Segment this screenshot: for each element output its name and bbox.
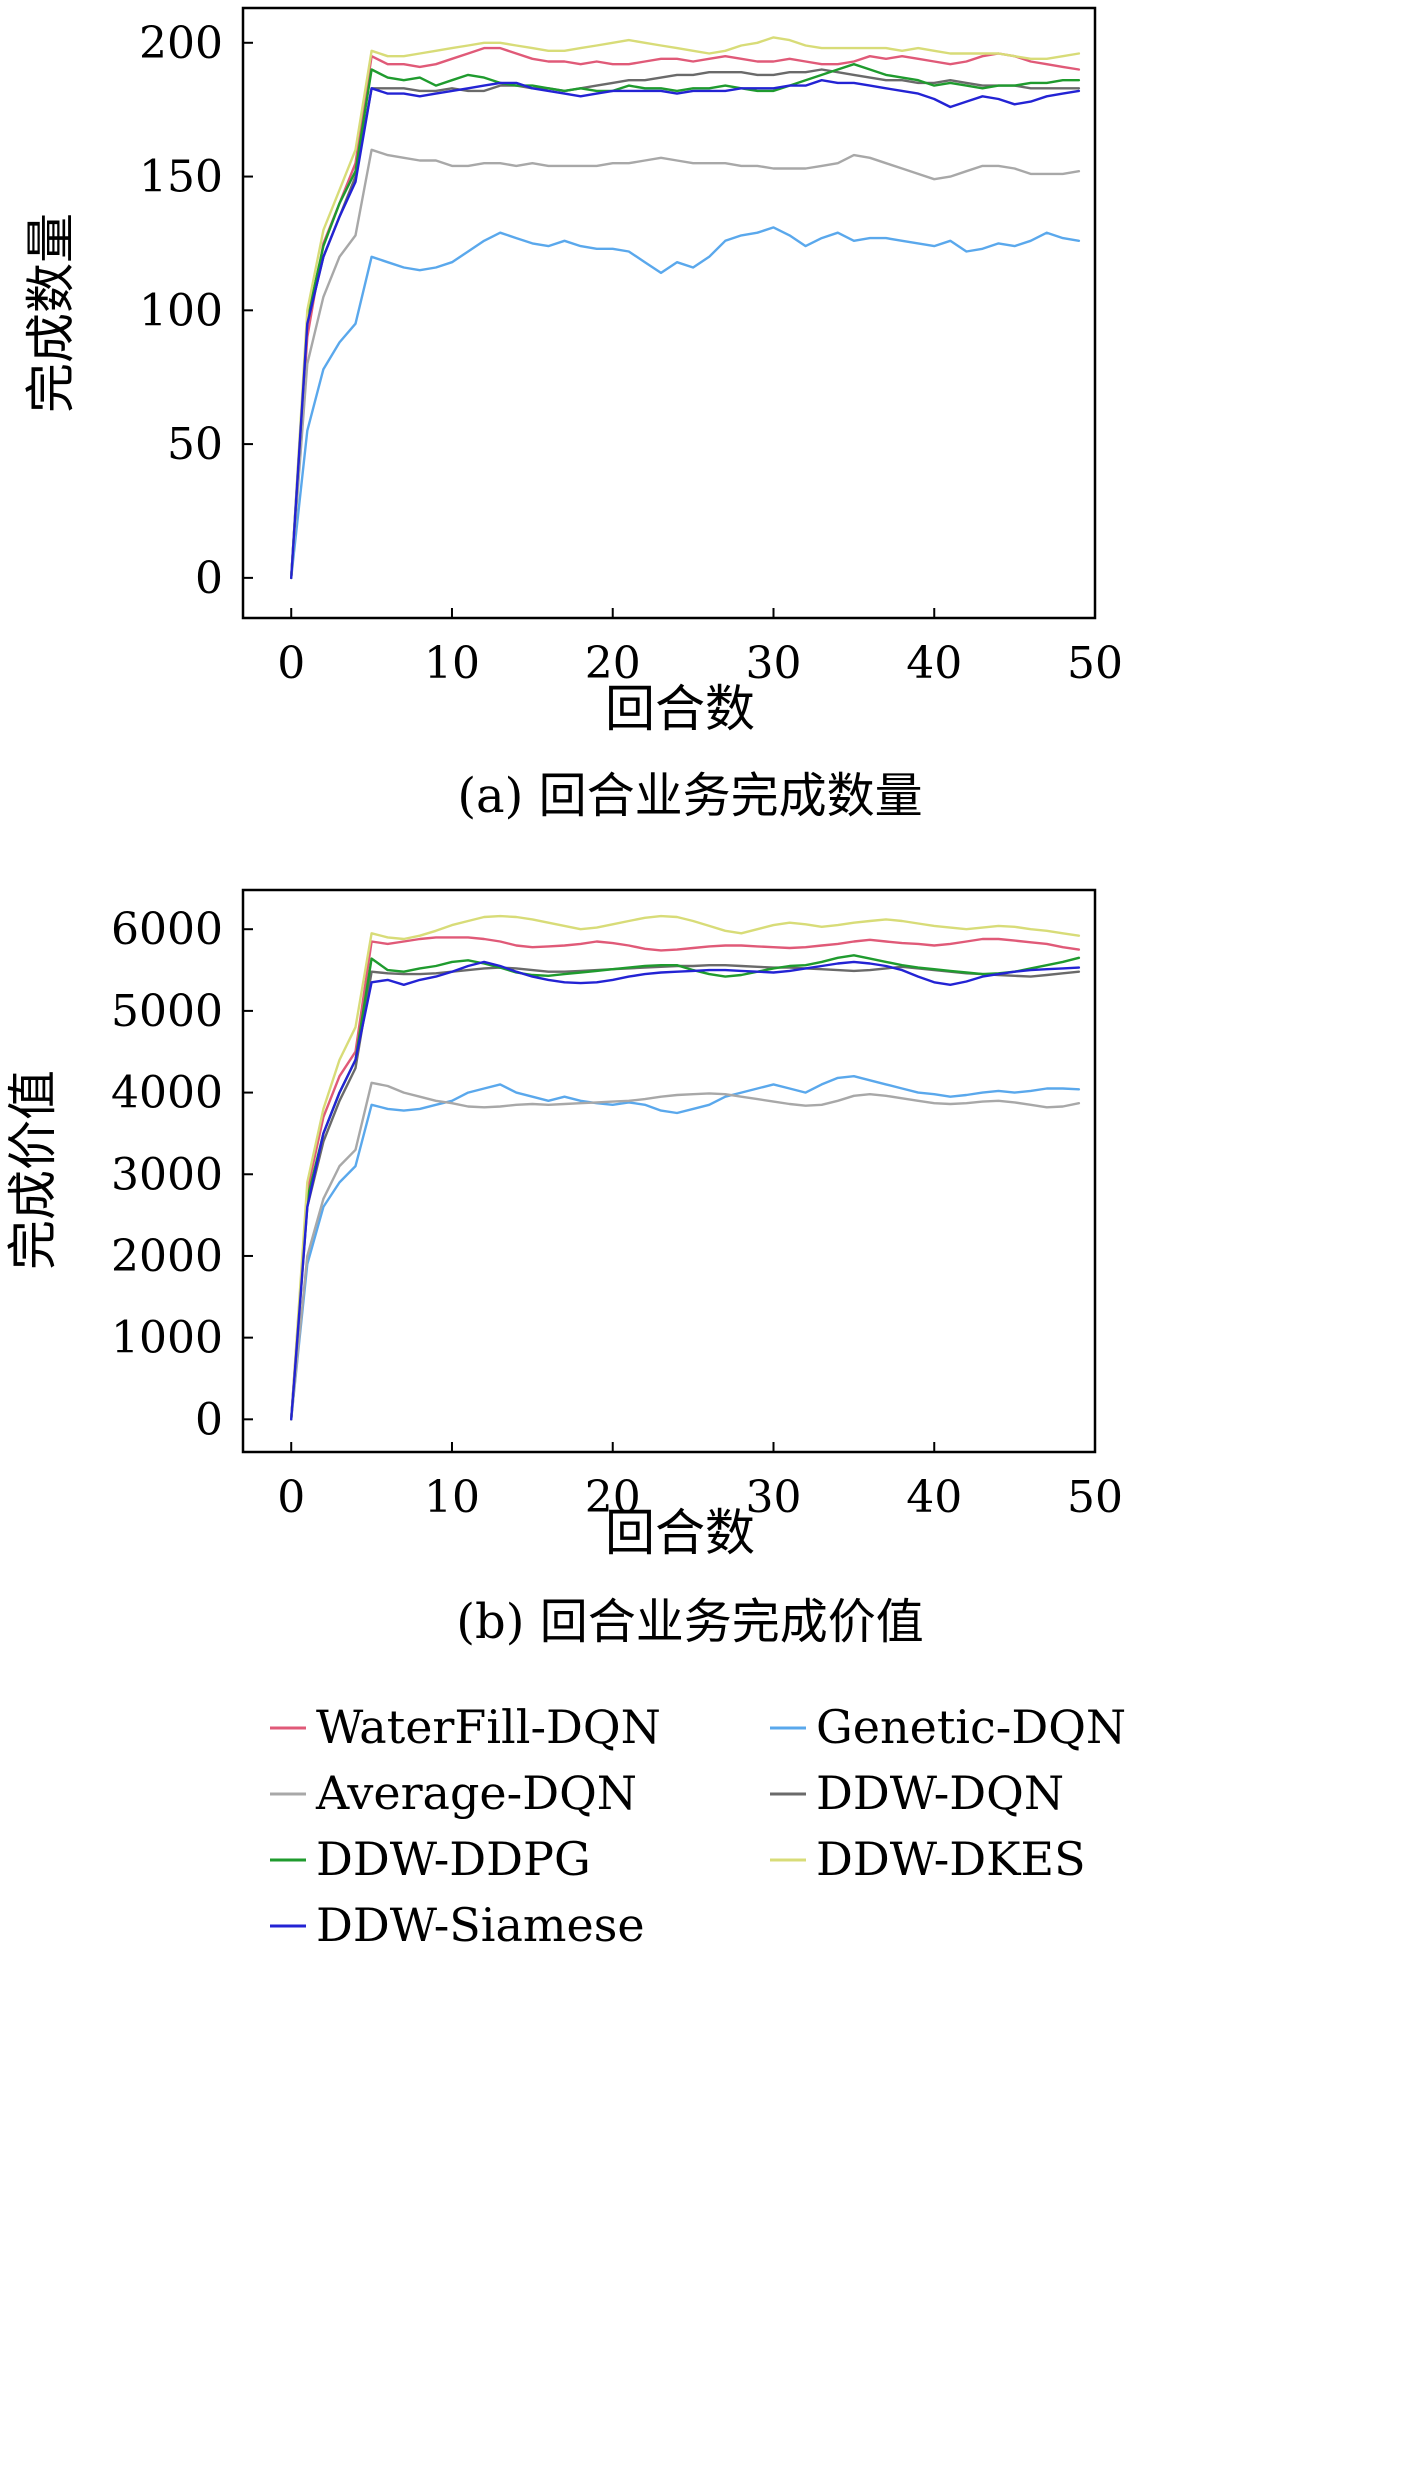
chart-b-x-tick-label: 30: [745, 1472, 801, 1523]
chart-a-xlabel: 回合数: [605, 680, 755, 738]
legend: WaterFill-DQN Genetic-DQN Average-DQN DDW-D…: [270, 1700, 1126, 1952]
chart-a-x-tick-label: 10: [424, 638, 480, 689]
chart-a-line-ddw-dkes: [290, 36, 1081, 580]
chart-b-x-tick-label: 10: [424, 1472, 480, 1523]
chart-b-line-ddw-dkes: [290, 914, 1081, 1421]
chart-a-line-genetic-dqn: [290, 226, 1081, 580]
chart-a-x-tick-label: 0: [277, 638, 305, 689]
chart-b-x-tick-label: 50: [1067, 1472, 1123, 1523]
chart-b-x-tick-label: 0: [277, 1472, 305, 1523]
legend-label: WaterFill-DQN: [316, 1700, 661, 1754]
chart-b-y-tick-label: 0: [195, 1394, 223, 1445]
legend-label: DDW-DKES: [816, 1832, 1086, 1886]
chart-a-caption: (a) 回合业务完成数量: [457, 768, 922, 824]
chart-b-line-ddw-dqn: [290, 964, 1081, 1421]
chart-b-x-tick-label: 20: [585, 1472, 641, 1523]
chart-b-frame: [241, 888, 1097, 1454]
chart-b: 0 10 20 30 40 50 0 1000 2000 3000 4000 5000 6000 完成…: [4, 888, 1123, 1650]
chart-b-y-tick-label: 5000: [111, 986, 223, 1037]
legend-label: DDW-DQN: [816, 1766, 1064, 1820]
chart-a-y-tick-label: 0: [195, 553, 223, 604]
legend-label: DDW-DDPG: [316, 1832, 591, 1886]
chart-a-series-group: [290, 36, 1081, 580]
chart-a-y-tick-label: 100: [139, 285, 223, 336]
chart-b-line-ddw-siamese: [290, 960, 1081, 1421]
chart-b-caption: (b) 回合业务完成价值: [456, 1594, 923, 1650]
chart-a-y-tick-label: 50: [167, 419, 223, 470]
chart-b-y-tick-label: 1000: [111, 1313, 223, 1364]
legend-label: Average-DQN: [315, 1766, 637, 1820]
chart-b-line-average-dqn: [290, 1081, 1081, 1421]
chart-b-line-ddw-ddpg: [290, 954, 1081, 1421]
chart-a-line-ddw-siamese: [290, 78, 1081, 580]
chart-b-x-tick-label: 40: [906, 1472, 962, 1523]
chart-a-frame: [241, 6, 1097, 620]
chart-a-line-waterfill-dqn: [290, 46, 1081, 580]
chart-a-x-ticks: 0 10 20 30 40 50: [277, 608, 1123, 689]
legend-label: DDW-Siamese: [316, 1898, 645, 1952]
chart-b-x-ticks: 0 10 20 30 40 50: [277, 1442, 1123, 1523]
chart-b-line-waterfill-dqn: [290, 936, 1081, 1421]
chart-b-y-ticks: 0 1000 2000 3000 4000 5000 6000: [111, 904, 253, 1445]
chart-a-line-ddw-dqn: [290, 68, 1081, 580]
legend-label: Genetic-DQN: [816, 1700, 1126, 1754]
chart-a-x-tick-label: 20: [585, 638, 641, 689]
chart-b-y-tick-label: 6000: [111, 904, 223, 955]
chart-a-y-tick-label: 200: [139, 18, 223, 69]
chart-b-y-tick-label: 2000: [111, 1231, 223, 1282]
chart-b-line-genetic-dqn: [290, 1074, 1081, 1421]
chart-a-x-tick-label: 40: [906, 638, 962, 689]
chart-a-line-average-dqn: [290, 148, 1081, 580]
chart-b-y-tick-label: 3000: [111, 1149, 223, 1200]
chart-b-y-tick-label: 4000: [111, 1068, 223, 1119]
chart-a-line-ddw-ddpg: [290, 62, 1081, 580]
chart-a: 0 10 20 30 40 50 0 50 100 150 200 完成数量 回合数 (a) 回合…: [22, 6, 1123, 824]
chart-a-y-ticks: 0 50 100 150 200: [139, 18, 253, 604]
chart-a-x-tick-label: 50: [1067, 638, 1123, 689]
chart-b-xlabel: 回合数: [605, 1504, 755, 1562]
chart-b-ylabel: 完成价值: [4, 1070, 62, 1270]
chart-a-x-tick-label: 30: [745, 638, 801, 689]
chart-a-y-tick-label: 150: [139, 152, 223, 203]
chart-a-ylabel: 完成数量: [22, 213, 80, 413]
chart-b-series-group: [290, 914, 1081, 1421]
